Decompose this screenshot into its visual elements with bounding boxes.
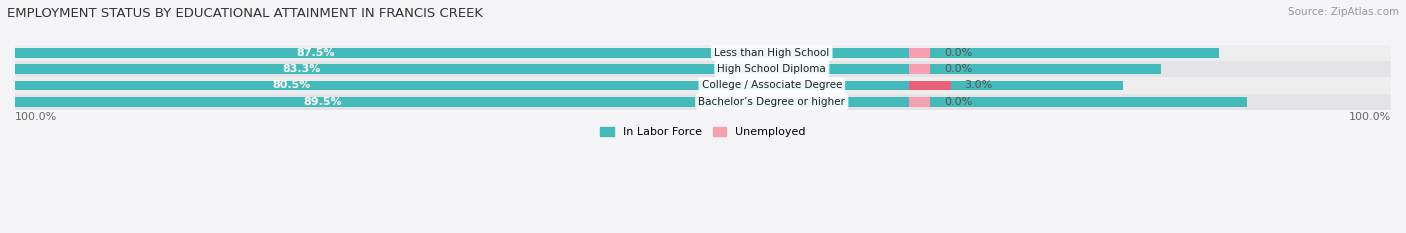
- Text: College / Associate Degree: College / Associate Degree: [702, 80, 842, 90]
- Text: 89.5%: 89.5%: [304, 97, 342, 107]
- Text: Bachelor’s Degree or higher: Bachelor’s Degree or higher: [699, 97, 845, 107]
- Text: EMPLOYMENT STATUS BY EDUCATIONAL ATTAINMENT IN FRANCIS CREEK: EMPLOYMENT STATUS BY EDUCATIONAL ATTAINM…: [7, 7, 484, 20]
- Bar: [15, 77, 1391, 94]
- Bar: [15, 81, 1122, 90]
- Text: Source: ZipAtlas.com: Source: ZipAtlas.com: [1288, 7, 1399, 17]
- Text: High School Diploma: High School Diploma: [717, 64, 827, 74]
- Bar: [15, 61, 1391, 77]
- Text: Less than High School: Less than High School: [714, 48, 830, 58]
- Bar: [15, 45, 1391, 61]
- Text: 83.3%: 83.3%: [283, 64, 321, 74]
- Text: 3.0%: 3.0%: [965, 80, 993, 90]
- Text: 80.5%: 80.5%: [273, 80, 311, 90]
- Legend: In Labor Force, Unemployed: In Labor Force, Unemployed: [596, 123, 810, 142]
- Text: 87.5%: 87.5%: [297, 48, 335, 58]
- Text: 100.0%: 100.0%: [15, 112, 58, 122]
- Bar: [910, 97, 929, 107]
- Text: 0.0%: 0.0%: [943, 48, 972, 58]
- Bar: [910, 64, 929, 74]
- Bar: [15, 94, 1391, 110]
- Bar: [910, 48, 929, 58]
- Text: 100.0%: 100.0%: [1348, 112, 1391, 122]
- Text: 0.0%: 0.0%: [943, 97, 972, 107]
- Bar: [15, 48, 1219, 58]
- Bar: [15, 97, 1247, 107]
- Bar: [910, 81, 950, 90]
- Text: 0.0%: 0.0%: [943, 64, 972, 74]
- Bar: [15, 64, 1161, 74]
